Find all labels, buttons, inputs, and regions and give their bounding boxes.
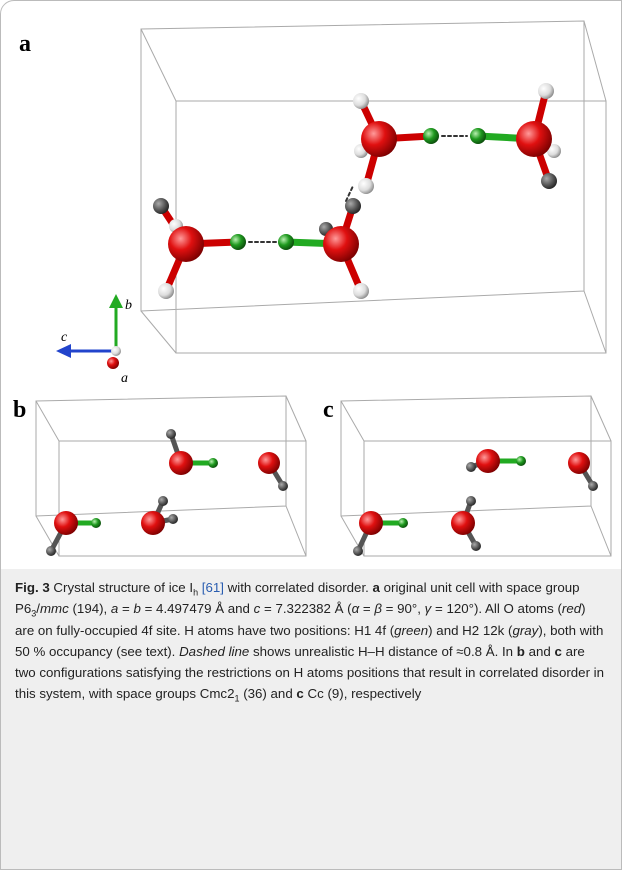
caption-text: β <box>374 601 382 616</box>
panel-label: b <box>13 397 26 423</box>
caption-text: c <box>554 644 561 659</box>
caption-text: ) and H2 12k ( <box>428 623 512 638</box>
caption-text: = <box>359 601 374 616</box>
caption-text: and <box>525 644 555 659</box>
axis-label: a <box>121 371 128 386</box>
molecules-c <box>353 449 598 556</box>
caption: Fig. 3 Crystal structure of ice Ih [61] … <box>1 569 621 869</box>
caption-text: with correlated disorder. <box>224 580 373 595</box>
caption-text: = 90°, <box>382 601 425 616</box>
caption-text: b <box>133 601 140 616</box>
caption-text: Dashed line <box>179 644 249 659</box>
molecules-b <box>46 429 288 556</box>
caption-text: c <box>296 686 303 701</box>
caption-text: Cc (9), respectively <box>304 686 421 701</box>
caption-text: = 7.322382 Å ( <box>260 601 351 616</box>
caption-text: gray <box>512 623 538 638</box>
caption-text: green <box>394 623 428 638</box>
panel-label: c <box>323 397 334 423</box>
caption-text: b <box>517 644 525 659</box>
caption-text: = <box>118 601 133 616</box>
caption-text: = 4.497479 Å and <box>141 601 254 616</box>
unit-cells <box>36 21 611 556</box>
figure: b c a a b c <box>1 1 621 569</box>
axis-label: b <box>125 298 132 313</box>
caption-text: Crystal structure of ice I <box>50 580 193 595</box>
panel-label: a <box>19 31 31 57</box>
caption-text: shows unrealistic H–H distance of ≈0.8 Å… <box>249 644 516 659</box>
molecules-a <box>153 83 561 299</box>
caption-text: red <box>562 601 581 616</box>
page: b c a a b c Fig. 3 Crystal structure of … <box>0 0 622 870</box>
caption-text: Fig. 3 <box>15 580 50 595</box>
axis-label: c <box>61 330 68 345</box>
caption-text: a <box>373 580 380 595</box>
citation[interactable]: [61] <box>198 580 224 595</box>
caption-text: (194), <box>69 601 111 616</box>
caption-text: = 120°). All O atoms ( <box>431 601 562 616</box>
caption-text: mmc <box>40 601 69 616</box>
caption-text: (36) and <box>240 686 297 701</box>
